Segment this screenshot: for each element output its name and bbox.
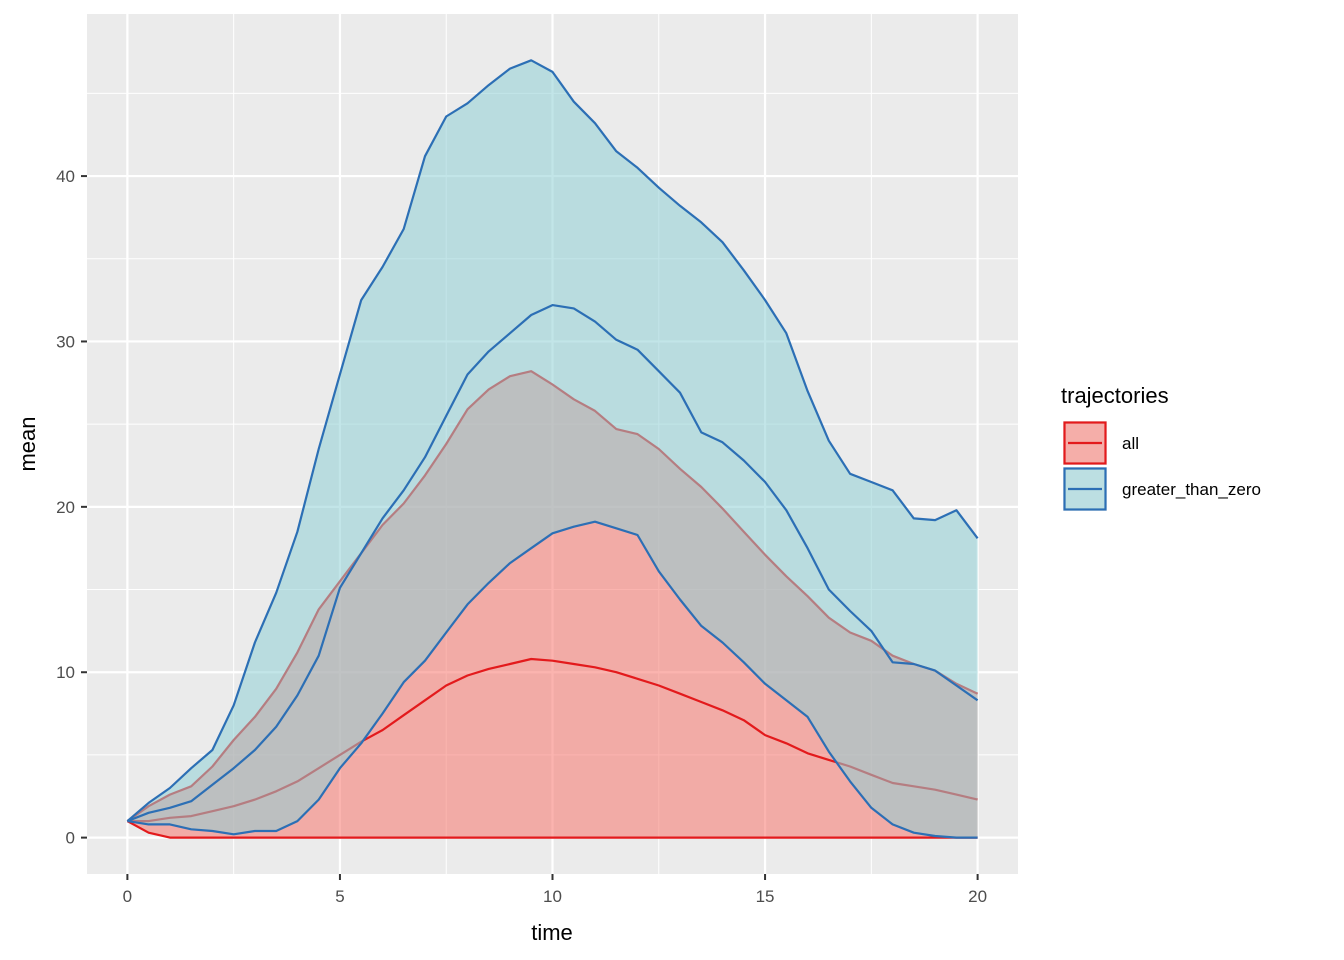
ribbon-greater_than_zero [127, 60, 978, 838]
y-tick-label: 0 [66, 829, 75, 848]
lower-line-greater_than_zero [127, 520, 978, 839]
lower-line-all [126, 820, 978, 839]
mean-line-greater_than_zero [126, 304, 979, 823]
series-layer [126, 59, 979, 839]
x-tick-label: 15 [756, 887, 775, 906]
legend-item-all: all [1063, 421, 1139, 465]
upper-line-greater_than_zero [126, 59, 979, 822]
x-tick-label: 20 [968, 887, 987, 906]
y-tick-label: 20 [56, 498, 75, 517]
series-greater_than_zero [126, 59, 979, 839]
y-tick-label: 10 [56, 663, 75, 682]
legend-item-greater_than_zero: greater_than_zero [1063, 467, 1261, 511]
x-tick-label: 5 [335, 887, 344, 906]
legend-items: all greater_than_zero [1063, 421, 1261, 511]
x-axis: 0 5 10 15 20 [123, 874, 987, 906]
y-axis-title: mean [15, 416, 40, 471]
x-tick-label: 0 [123, 887, 132, 906]
legend-label: all [1122, 434, 1139, 453]
y-tick-label: 40 [56, 167, 75, 186]
legend-label: greater_than_zero [1122, 480, 1261, 499]
y-tick-label: 30 [56, 332, 75, 351]
x-axis-title: time [531, 920, 573, 945]
x-tick-label: 10 [543, 887, 562, 906]
legend: trajectories all greater_than_zero [1061, 383, 1261, 511]
legend-title: trajectories [1061, 383, 1169, 408]
y-axis: 0 10 20 30 40 [56, 167, 87, 848]
